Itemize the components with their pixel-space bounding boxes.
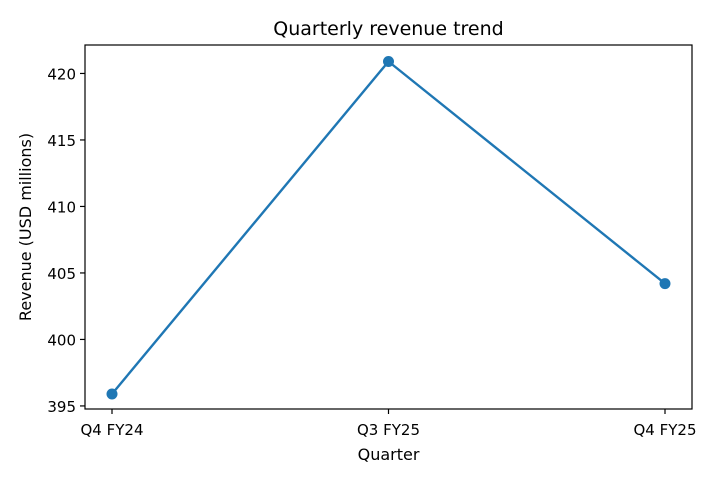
chart-title: Quarterly revenue trend [273, 18, 503, 40]
x-tick-label: Q3 FY25 [357, 421, 420, 439]
x-tick-label: Q4 FY24 [81, 421, 144, 439]
y-tick-label: 415 [47, 132, 76, 150]
y-tick-label: 420 [47, 65, 76, 83]
y-axis-label: Revenue (USD millions) [16, 133, 35, 321]
y-tick-label: 400 [47, 331, 76, 349]
y-tick-label: 410 [47, 198, 76, 216]
series-line [111, 59, 666, 395]
x-tick-label: Q4 FY25 [634, 421, 697, 439]
y-tick-label: 395 [47, 398, 76, 416]
data-point [659, 278, 671, 290]
data-point [383, 55, 394, 67]
plot-frame [84, 44, 693, 410]
data-point [106, 388, 118, 400]
x-axis-label: Quarter [358, 445, 420, 464]
y-tick-label: 405 [47, 265, 76, 283]
